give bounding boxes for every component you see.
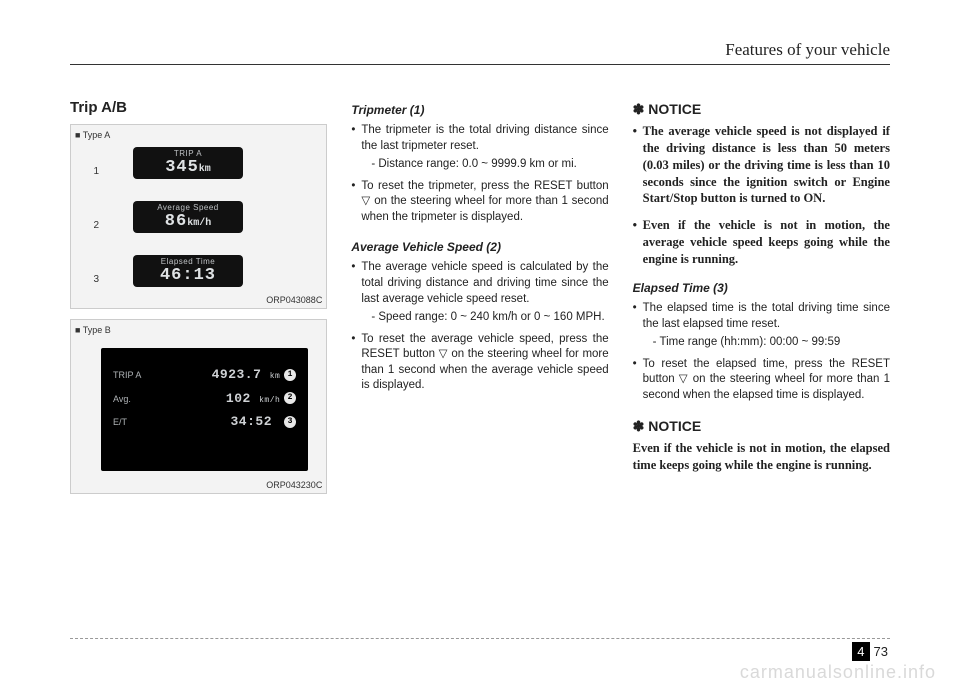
elapsed-heading: Elapsed Time (3) — [633, 280, 890, 296]
figure-b-label: ■ Type B — [75, 324, 111, 336]
avgspeed-heading: Average Vehicle Speed (2) — [351, 239, 608, 255]
avgspeed-range: Speed range: 0 ~ 240 km/h or 0 ~ 160 MPH… — [361, 310, 608, 326]
section-title: Features of your vehicle — [725, 40, 890, 60]
notice-1-item-2: Even if the vehicle is not in motion, th… — [633, 217, 890, 268]
elapsed-text-1: The elapsed time is the total driving ti… — [643, 302, 890, 330]
callout-3: 3 — [87, 273, 99, 287]
screen-type-b: TRIP A 4923.7 km1 Avg. 102 km/h 2 E/T 34:… — [101, 348, 308, 471]
avgspeed-text-1: The average vehicle speed is calculated … — [361, 261, 608, 304]
page-number: 473 — [852, 642, 890, 661]
tripmeter-reset: To reset the tripmeter, press the RESET … — [351, 179, 608, 226]
b-row3-label: E/T — [113, 416, 159, 428]
tripmeter-range: Distance range: 0.0 ~ 9999.9 km or mi. — [361, 157, 608, 173]
avgspeed-reset: To reset the average vehicle speed, pres… — [351, 332, 608, 394]
figure-a-code: ORP043088C — [266, 294, 322, 306]
trip-heading: Trip A/B — [70, 98, 327, 118]
header-rule — [70, 64, 890, 65]
tripmeter-text-1: The tripmeter is the total driving dista… — [361, 124, 608, 152]
figure-type-a: ■ Type A 1 TRIP A 345km 2 Average Speed … — [70, 124, 327, 309]
figure-type-b: ■ Type B TRIP A 4923.7 km1 Avg. 102 km/h… — [70, 319, 327, 494]
notice-2-heading: ✽ NOTICE — [633, 417, 890, 436]
figure-b-code: ORP043230C — [266, 479, 322, 491]
b-row2-badge: 2 — [284, 392, 296, 404]
column-3: ✽ NOTICE The average vehicle speed is no… — [633, 98, 890, 504]
lcd-elapsed: Elapsed Time 46:13 — [133, 255, 243, 286]
b-row3-val: 34:52 — [231, 414, 273, 429]
dashed-divider — [70, 638, 890, 639]
callout-1: 1 — [87, 165, 99, 179]
b-row1-badge: 1 — [284, 369, 296, 381]
b-row1-val: 4923.7 — [212, 367, 262, 382]
lcd-avg-speed-unit: km/h — [187, 218, 211, 229]
lcd-trip-a-value: 345 — [165, 158, 199, 177]
chapter-number: 4 — [852, 642, 869, 661]
column-2: Tripmeter (1) The tripmeter is the total… — [351, 98, 608, 504]
b-row2-unit: km/h — [259, 396, 280, 405]
elapsed-range: Time range (hh:mm): 00:00 ~ 99:59 — [643, 335, 890, 351]
b-row3-badge: 3 — [284, 416, 296, 428]
lcd-avg-speed: Average Speed 86km/h — [133, 201, 243, 232]
tripmeter-heading: Tripmeter (1) — [351, 102, 608, 118]
callout-2: 2 — [87, 219, 99, 233]
elapsed-reset: To reset the elapsed time, press the RES… — [633, 357, 890, 404]
lcd-trip-a: TRIP A 345km — [133, 147, 243, 178]
column-1: Trip A/B ■ Type A 1 TRIP A 345km 2 Avera… — [70, 98, 327, 504]
lcd-elapsed-value: 46:13 — [160, 266, 216, 285]
watermark: carmanualsonline.info — [740, 662, 936, 683]
notice-1-item-1: The average vehicle speed is not display… — [633, 123, 890, 207]
b-row1-unit: km — [270, 372, 281, 381]
b-row1-label: TRIP A — [113, 369, 159, 381]
lcd-avg-speed-value: 86 — [165, 212, 187, 231]
b-row2-val: 102 — [226, 391, 251, 406]
notice-1-heading: ✽ NOTICE — [633, 100, 890, 119]
b-row2-label: Avg. — [113, 393, 159, 405]
figure-a-label: ■ Type A — [75, 129, 110, 141]
notice-2-body: Even if the vehicle is not in motion, th… — [633, 440, 890, 474]
page-no: 73 — [870, 642, 890, 661]
lcd-trip-a-unit: km — [199, 164, 211, 175]
